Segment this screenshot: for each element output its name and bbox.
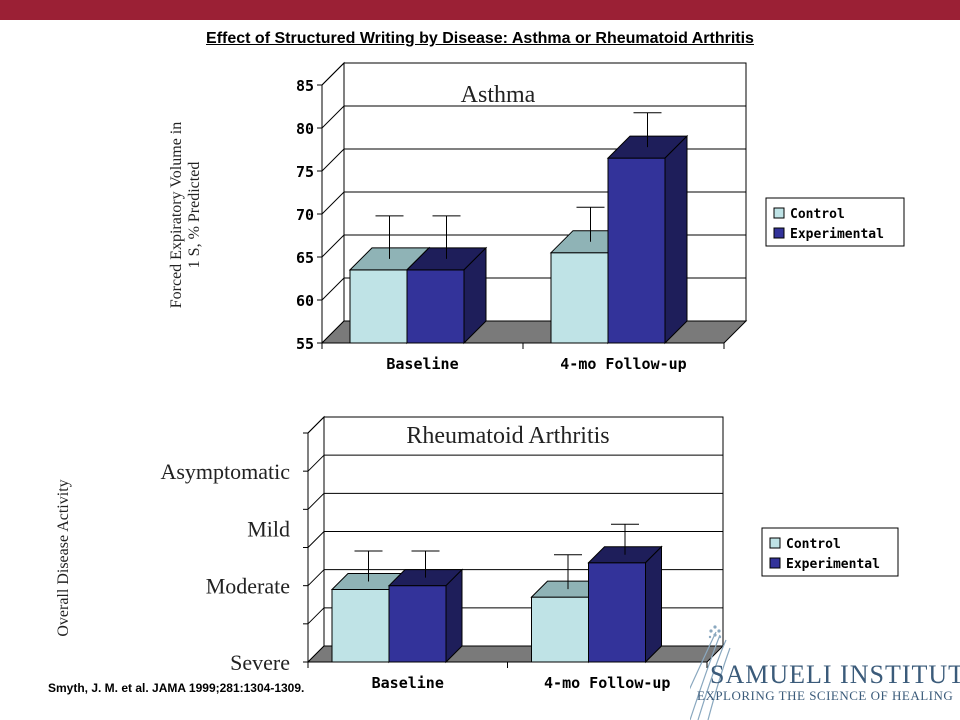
asthma-title: Asthma xyxy=(461,82,536,108)
ra-y-category-label: Asymptomatic xyxy=(160,459,290,484)
asthma-gridline-side xyxy=(321,277,345,301)
ra-gridline-side xyxy=(307,531,325,548)
asthma-y-axis-label-line-1: Forced Expiratory Volume in xyxy=(168,121,185,309)
ra-bar-side-experimental-1 xyxy=(645,545,662,664)
ra-legend-swatch-control xyxy=(769,537,781,549)
asthma-gridline-side xyxy=(321,148,345,172)
ra-y-category-label: Mild xyxy=(247,516,290,541)
asthma-y-tick-label: 60 xyxy=(296,292,314,310)
samueli-logo-mark xyxy=(690,625,731,720)
asthma-y-axis-label-line-2: 1 S, % Predicted xyxy=(186,161,203,269)
ra-bar-side-experimental-0 xyxy=(445,568,463,664)
ra-title: Rheumatoid Arthritis xyxy=(406,423,609,449)
ra-gridline-side xyxy=(307,569,325,587)
asthma-gridline-side xyxy=(321,62,345,86)
asthma-bar-experimental-0 xyxy=(406,269,465,344)
asthma-y-tick-label: 85 xyxy=(296,77,314,95)
ra-bar-control-1 xyxy=(531,596,589,663)
asthma-gridline-side xyxy=(321,105,345,129)
ra-x-category-label: Baseline xyxy=(372,674,444,692)
citation: Smyth, J. M. et al. JAMA 1999;281:1304-1… xyxy=(48,681,305,695)
asthma-bar-control-1 xyxy=(550,252,609,344)
ra-y-category-label: Moderate xyxy=(206,574,290,599)
ra-y-axis-label-text: Overall Disease Activity xyxy=(55,479,72,637)
asthma-y-tick-label: 70 xyxy=(296,206,314,224)
asthma-legend-label-control: Control xyxy=(790,207,845,222)
ra-legend-box xyxy=(761,527,899,577)
ra-bar-experimental-0 xyxy=(388,585,447,663)
asthma-y-tick-label: 80 xyxy=(296,120,314,138)
asthma-gridline-side xyxy=(321,234,345,258)
asthma-y-tick-label: 65 xyxy=(296,249,314,267)
ra-bar-control-0 xyxy=(331,588,390,663)
ra-x-category-label: 4-mo Follow-up xyxy=(544,674,670,692)
asthma-bar-side-experimental-0 xyxy=(463,246,487,345)
asthma-x-category-label: 4-mo Follow-up xyxy=(560,355,686,373)
ra-gridline-side xyxy=(307,607,325,625)
ra-bar-experimental-1 xyxy=(588,562,646,663)
logo-tagline: EXPLORING THE SCIENCE OF HEALING xyxy=(697,688,954,703)
ra-gridline-side xyxy=(307,416,325,434)
ra-legend-label-control: Control xyxy=(786,537,841,552)
ra-gridline-side xyxy=(307,454,325,472)
asthma-x-category-label: Baseline xyxy=(386,355,458,373)
ra-legend-swatch-experimental xyxy=(769,557,781,569)
asthma-legend-label-experimental: Experimental xyxy=(790,227,884,242)
asthma-legend-swatch-control xyxy=(773,207,785,219)
top-accent-bar xyxy=(0,0,960,20)
asthma-bar-experimental-1 xyxy=(607,157,666,344)
logo-name: SAMUELI INSTITUTE xyxy=(710,660,960,689)
asthma-y-tick-label: 55 xyxy=(296,335,314,353)
asthma-legend-swatch-experimental xyxy=(773,227,785,239)
ra-y-category-label: Severe xyxy=(230,650,290,675)
slide-title: Effect of Structured Writing by Disease:… xyxy=(206,30,754,47)
asthma-bar-side-experimental-1 xyxy=(664,134,688,345)
ra-legend-label-experimental: Experimental xyxy=(786,557,880,572)
ra-gridline-side xyxy=(307,492,325,510)
asthma-y-tick-label: 75 xyxy=(296,163,314,181)
asthma-gridline-side xyxy=(321,191,345,215)
asthma-legend-box xyxy=(765,197,905,247)
